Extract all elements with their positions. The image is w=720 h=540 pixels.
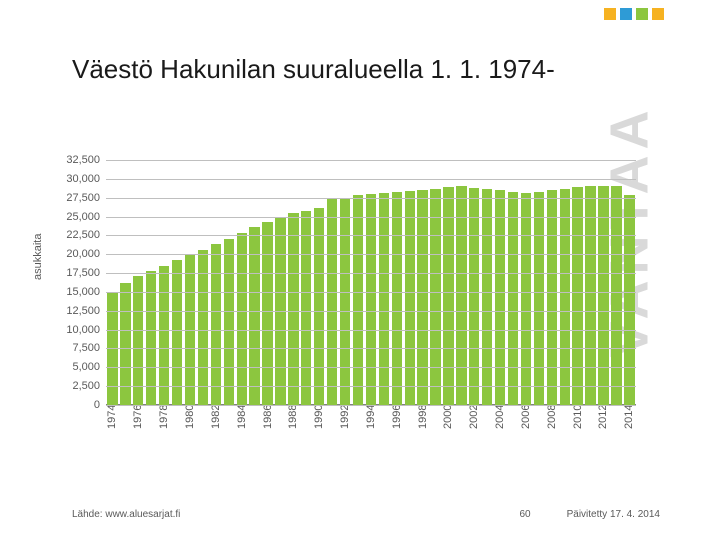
x-tick-label: 2004 — [494, 405, 506, 429]
bar — [508, 192, 518, 405]
bar — [405, 191, 415, 405]
bar — [288, 213, 298, 405]
x-tick-label: 1986 — [262, 405, 274, 429]
grid-line — [106, 254, 636, 255]
bar — [495, 190, 505, 405]
bar — [417, 190, 427, 405]
bar — [430, 189, 440, 405]
bar — [572, 187, 582, 405]
page: VANTAA Väestö Hakunilan suuralueella 1. … — [0, 0, 720, 540]
x-tick-label: 1990 — [313, 405, 325, 429]
x-tick-label: 1988 — [287, 405, 299, 429]
grid-line — [106, 330, 636, 331]
bar — [456, 186, 466, 405]
x-tick-label: 1982 — [210, 405, 222, 429]
decor-dot — [652, 8, 664, 20]
x-tick-label: 1998 — [417, 405, 429, 429]
x-tick-label: 1994 — [365, 405, 377, 429]
chart-area: 1974197619781980198219841986198819901992… — [106, 160, 636, 405]
x-tick-label: 1976 — [132, 405, 144, 429]
bar — [237, 233, 247, 405]
bar — [534, 192, 544, 405]
bar — [211, 244, 221, 405]
x-tick-label: 2010 — [572, 405, 584, 429]
decor-color-dots — [604, 8, 664, 20]
bar — [469, 188, 479, 405]
bar — [443, 187, 453, 405]
bar — [392, 192, 402, 405]
x-tick-label: 1984 — [236, 405, 248, 429]
y-tick-label: 0 — [94, 399, 106, 411]
y-tick-label: 32,500 — [66, 154, 106, 166]
x-tick-label: 1978 — [158, 405, 170, 429]
grid-line — [106, 273, 636, 274]
bar — [224, 239, 234, 405]
bar — [598, 186, 608, 405]
y-tick-label: 27,500 — [66, 192, 106, 204]
x-tick-label: 2014 — [623, 405, 635, 429]
grid-line — [106, 405, 636, 406]
bar — [624, 195, 634, 405]
y-tick-label: 30,000 — [66, 173, 106, 185]
bar — [482, 189, 492, 405]
x-tick-label: 1980 — [184, 405, 196, 429]
footer: Lähde: www.aluesarjat.fi 60 Päivitetty 1… — [72, 509, 660, 520]
bar — [611, 186, 621, 405]
y-tick-label: 17,500 — [66, 267, 106, 279]
y-tick-label: 2,500 — [72, 380, 106, 392]
bar — [353, 195, 363, 405]
y-tick-label: 22,500 — [66, 229, 106, 241]
grid-line — [106, 217, 636, 218]
y-tick-label: 7,500 — [72, 342, 106, 354]
grid-line — [106, 235, 636, 236]
footer-source: Lähde: www.aluesarjat.fi — [72, 509, 180, 520]
x-tick-label: 2012 — [597, 405, 609, 429]
bar — [547, 190, 557, 405]
footer-page: 60 — [519, 509, 530, 520]
bar — [379, 193, 389, 405]
x-tick-label: 2002 — [468, 405, 480, 429]
x-tick-label: 2000 — [442, 405, 454, 429]
bar — [327, 199, 337, 405]
bar — [585, 186, 595, 405]
bar — [159, 266, 169, 405]
grid-line — [106, 160, 636, 161]
grid-line — [106, 311, 636, 312]
y-tick-label: 10,000 — [66, 324, 106, 336]
bar — [262, 222, 272, 405]
grid-line — [106, 386, 636, 387]
grid-line — [106, 348, 636, 349]
bar — [340, 198, 350, 405]
decor-dot — [636, 8, 648, 20]
x-tick-label: 2006 — [520, 405, 532, 429]
bar — [521, 193, 531, 405]
grid-line — [106, 367, 636, 368]
x-tick-label: 1974 — [106, 405, 118, 429]
y-tick-label: 25,000 — [66, 211, 106, 223]
decor-dot — [620, 8, 632, 20]
bar — [172, 260, 182, 405]
y-tick-label: 5,000 — [72, 361, 106, 373]
bar — [301, 211, 311, 405]
bar — [366, 194, 376, 405]
bar — [314, 208, 324, 406]
y-tick-label: 15,000 — [66, 286, 106, 298]
footer-updated: Päivitetty 17. 4. 2014 — [567, 509, 660, 520]
chart-title: Väestö Hakunilan suuralueella 1. 1. 1974… — [72, 54, 555, 85]
x-tick-label: 1992 — [339, 405, 351, 429]
x-tick-label: 1996 — [391, 405, 403, 429]
bar — [560, 189, 570, 405]
x-tick-label: 2008 — [546, 405, 558, 429]
y-axis-title: asukkaita — [32, 234, 44, 280]
grid-line — [106, 179, 636, 180]
decor-dot — [604, 8, 616, 20]
y-tick-label: 12,500 — [66, 305, 106, 317]
grid-line — [106, 198, 636, 199]
y-tick-label: 20,000 — [66, 248, 106, 260]
grid-line — [106, 292, 636, 293]
